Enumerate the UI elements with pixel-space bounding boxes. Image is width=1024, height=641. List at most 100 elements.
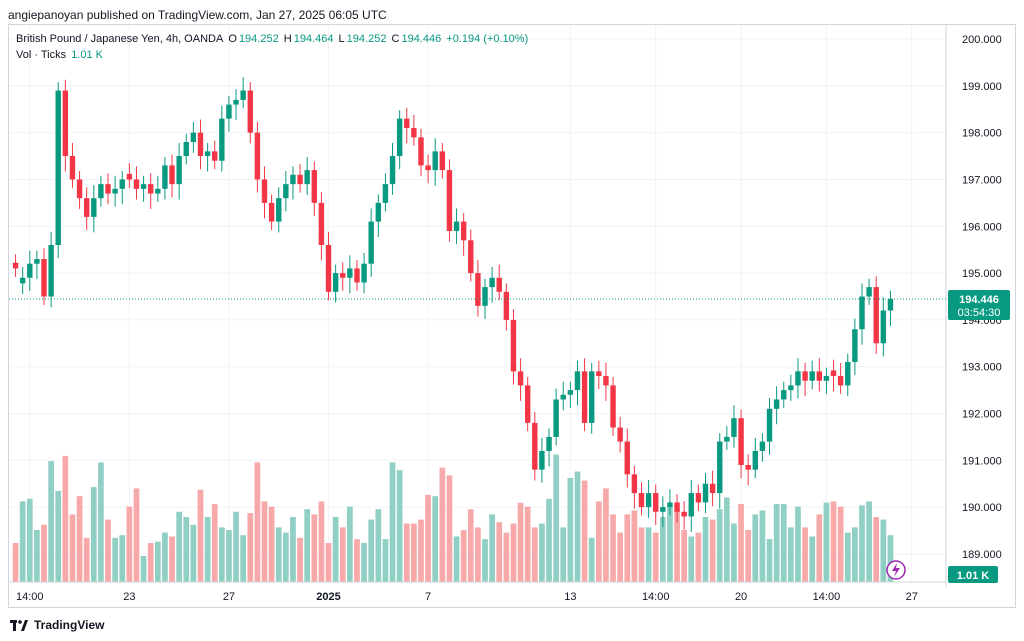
volume-bar [830,501,837,582]
volume-legend[interactable]: Vol · Ticks 1.01 K [16,49,105,61]
symbol-name: British Pound / Japanese Yen, 4h, OANDA [16,33,224,45]
volume-bar [467,509,474,582]
candle-body [418,137,424,166]
candle-body [183,142,189,157]
candle-body [468,240,474,274]
volume-bar [667,506,673,582]
candle-body [503,291,510,320]
volume-bar [297,537,303,582]
price-tick-label: 195.000 [962,268,1002,280]
volume-bar [332,517,339,582]
volume-bar [126,506,133,582]
candle-body [261,179,268,203]
volume-bar [581,480,588,582]
candle-body [375,202,382,222]
candle-body [133,179,140,189]
candle-body [83,198,90,217]
volume-bar [446,475,453,582]
candle-body [809,371,815,381]
candle-body [510,319,517,372]
volume-bar [318,501,325,582]
candle-body [69,156,76,180]
candle-body [169,165,175,185]
volume-bar [788,527,794,582]
volume-bar [603,488,609,582]
candle-body [325,244,332,292]
volume-bar [62,455,69,582]
candle-body [190,132,197,143]
candle-body [197,132,204,157]
volume-bar [624,514,631,582]
volume-bar [211,504,218,582]
volume-bar [218,527,225,582]
price-tick-label: 191.000 [962,455,1002,467]
footer-brand[interactable]: TradingView [10,618,104,632]
volume-bar [539,523,545,582]
volume-bar [517,502,524,582]
candle-body [140,184,147,189]
volume-bar [69,514,76,582]
price-tick-label: 199.000 [962,81,1002,93]
volume-bar [311,514,318,582]
volume-bar [567,478,574,582]
volume-bar [695,532,702,582]
volume-bar [816,514,823,582]
time-tick-label: 14:00 [642,591,670,603]
volume-bar [83,537,90,582]
volume-bar [339,527,346,582]
candle-body [446,170,453,231]
volume-bar [439,467,446,582]
symbol-legend[interactable]: British Pound / Japanese Yen, 4h, OANDA … [16,33,530,45]
candle-body [368,221,374,264]
candle-body [695,493,702,503]
price-tick-label: 196.000 [962,221,1002,233]
candle-body [475,273,481,306]
volume-bar [780,504,787,582]
time-tick-label: 14:00 [16,591,44,603]
candle-body [91,198,97,217]
price-tick-label: 198.000 [962,128,1002,140]
volume-bar [759,510,766,582]
volume-label: Vol · Ticks [16,49,67,61]
close-value: 194.446 [401,33,442,45]
candle-body [788,385,794,391]
high-value: 194.464 [293,33,334,45]
volume-bar [197,489,204,582]
candle-body [539,450,545,470]
volume-bar [233,511,239,582]
volume-bar [162,532,168,582]
time-tick-label: 27 [906,591,918,603]
volume-bar [34,530,40,582]
chart-frame[interactable] [8,24,1016,608]
volume-bar [247,513,254,582]
volume-bar [133,488,140,582]
volume-bar [702,517,709,582]
candle-body [318,202,325,245]
volume-bar [304,509,311,582]
volume-bar [105,519,111,582]
volume-bar [738,504,744,582]
candle-body [766,408,773,442]
volume-bars [12,454,894,582]
volume-bar [112,537,118,582]
candle-body [795,371,801,386]
volume-bar [425,494,431,582]
candle-body [105,184,111,194]
volume-bar [283,532,289,582]
last-price-badge [948,290,1010,321]
open-value: 194.252 [238,33,279,45]
volume-bar [645,527,652,582]
candle-body [873,287,879,344]
candle-body [717,441,723,494]
candle-body [781,390,787,400]
candle-body [674,502,680,512]
volume-bar [418,519,424,582]
change-value: +0.194 (+0.10%) [446,33,529,45]
volume-bar [147,543,154,582]
low-value: 194.252 [346,33,387,45]
volume-bar [411,523,417,582]
volume-bar [489,514,495,582]
volume-bar [574,471,581,582]
last-price-label: 194.446 [959,294,999,306]
